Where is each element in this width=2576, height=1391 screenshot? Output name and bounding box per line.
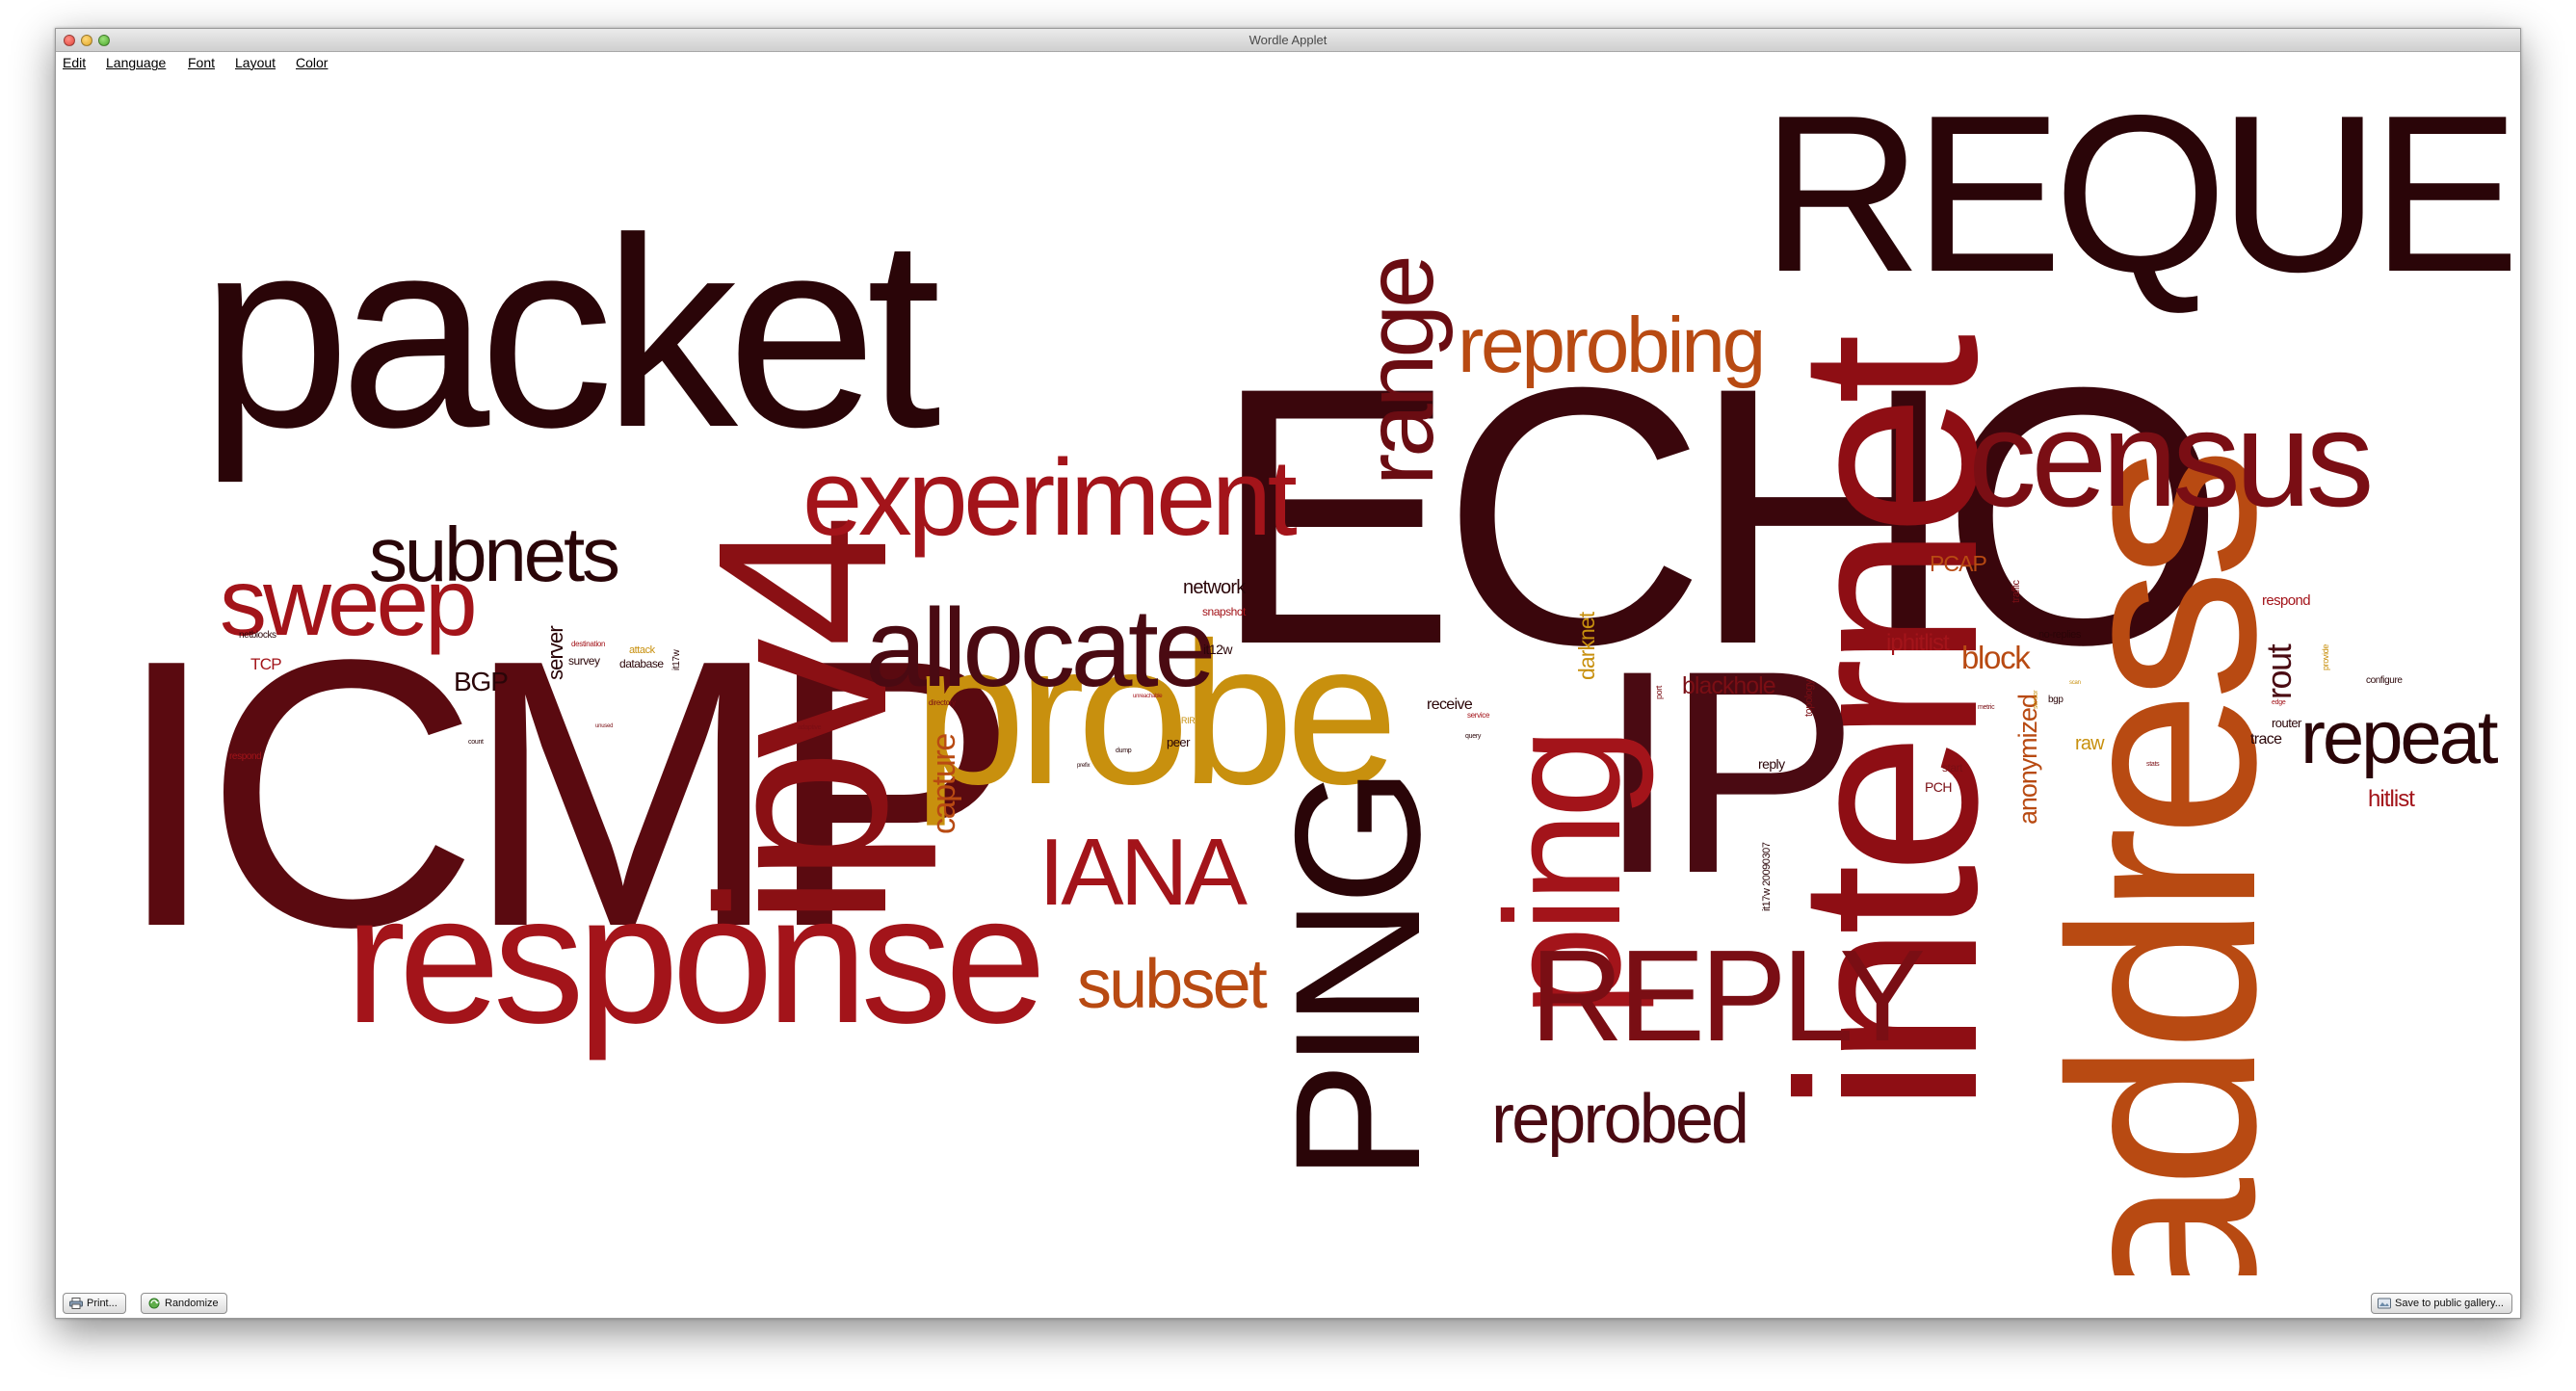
- menu-bar: Edit Language Font Layout Color: [56, 52, 2520, 73]
- word-attack: attack: [629, 644, 655, 656]
- word-allocate: allocate: [865, 587, 1216, 710]
- word-network: network: [1183, 577, 1246, 598]
- word-router: router: [2272, 716, 2301, 730]
- menu-layout[interactable]: Layout: [235, 55, 276, 70]
- word-it12w: it12w: [1203, 642, 1232, 657]
- randomize-button[interactable]: Randomize: [141, 1293, 227, 1314]
- word-raw: raw: [2075, 733, 2105, 754]
- save-gallery-button-label: Save to public gallery...: [2395, 1298, 2504, 1309]
- word-destination: destination: [571, 640, 606, 648]
- word-service: service: [1467, 711, 1490, 720]
- gallery-icon: [2378, 1298, 2391, 1309]
- menu-font[interactable]: Font: [188, 55, 216, 70]
- print-button[interactable]: Print...: [63, 1293, 126, 1314]
- word-tcp: TCP: [250, 655, 282, 673]
- word-it17w-date: it17w 20090307: [1761, 842, 1773, 911]
- word-trace: trace: [2250, 731, 2282, 748]
- word-survey: survey: [568, 654, 600, 668]
- word-provide: provide: [2321, 644, 2330, 670]
- word-pcap: PCAP: [1930, 551, 1987, 576]
- randomize-button-label: Randomize: [165, 1298, 219, 1309]
- word-reply: REPLY: [1530, 923, 1926, 1068]
- title-bar: Wordle Applet: [56, 29, 2520, 52]
- close-window-button[interactable]: [64, 35, 75, 46]
- recycle-icon: [148, 1298, 160, 1309]
- word-rir: RIR: [1181, 716, 1196, 725]
- word-adaptive: adaptive: [798, 724, 822, 731]
- word-edge: edge: [2272, 699, 2286, 706]
- word-peer: peer: [1167, 735, 1190, 749]
- word-dump: dump: [1116, 748, 1132, 754]
- save-gallery-button[interactable]: Save to public gallery...: [2371, 1293, 2512, 1314]
- wordle-applet-window: Wordle Applet Edit Language Font Layout …: [55, 28, 2521, 1319]
- word-query: query: [1465, 733, 1482, 740]
- word-reply-small: reply: [1758, 756, 1785, 772]
- word-port: port: [1654, 685, 1664, 699]
- word-unused: unused: [595, 723, 614, 729]
- printer-icon: [69, 1298, 83, 1309]
- word-topology: topology: [1803, 679, 1815, 717]
- word-receive: receive: [1427, 696, 1473, 713]
- word-cloud-canvas[interactable]: REQUEST packet ECHO ICMP ipv4 probe resp…: [56, 73, 2520, 1276]
- window-title: Wordle Applet: [1249, 33, 1327, 47]
- word-anonymized: anonymized: [2013, 695, 2042, 825]
- word-rout: rout: [2259, 644, 2299, 699]
- word-block: block: [1961, 640, 2031, 675]
- word-database: database: [619, 657, 664, 670]
- word-range: range: [1346, 258, 1454, 486]
- word-probe: probe: [913, 600, 1399, 827]
- word-response: response: [345, 857, 1046, 1062]
- word-ping-upper: PING: [1259, 774, 1458, 1181]
- word-bgp: BGP: [454, 667, 509, 696]
- zoom-window-button[interactable]: [98, 35, 110, 46]
- word-capture: capture: [926, 734, 962, 834]
- word-respond-small: respond: [229, 751, 262, 762]
- word-unreachable: unreachable: [1133, 694, 1163, 699]
- word-icmp: ICMP: [114, 580, 1019, 1006]
- word-repeat: repeat: [2300, 695, 2499, 779]
- word-pch: PCH: [1925, 779, 1952, 795]
- word-subset: subset: [1077, 946, 1268, 1023]
- word-no-replies: no-replies: [2038, 629, 2081, 641]
- word-subnets: subnets: [369, 512, 620, 597]
- word-experiment: experiment: [802, 437, 1298, 558]
- word-reprobed: reprobed: [1491, 1081, 1749, 1158]
- word-packet: packet: [200, 183, 941, 484]
- word-netblocks: netblocks: [239, 630, 276, 641]
- bottom-toolbar: Print... Randomize Save to public galler…: [56, 1283, 2520, 1318]
- word-bgp-small: bgp: [2048, 695, 2063, 705]
- word-scan: scan: [2069, 680, 2081, 686]
- word-respond: respond: [2262, 592, 2311, 609]
- word-address: address: [2015, 457, 2311, 1275]
- word-directory: directory: [929, 698, 956, 707]
- word-metric: metric: [1978, 704, 1995, 711]
- word-stats: stats: [2146, 761, 2160, 768]
- menu-edit[interactable]: Edit: [63, 55, 87, 70]
- word-start: start: [1942, 761, 1962, 774]
- word-count: count: [468, 739, 484, 746]
- word-server: server: [543, 626, 567, 680]
- word-sweep: sweep: [220, 549, 478, 655]
- word-iana: IANA: [1038, 819, 1248, 925]
- print-button-label: Print...: [87, 1298, 118, 1309]
- word-it17w: it17w: [671, 649, 682, 670]
- word-sensor: sensor: [2033, 690, 2039, 709]
- word-request: REQUEST: [1761, 73, 2520, 319]
- menu-language[interactable]: Language: [106, 55, 167, 70]
- word-iphitlist: iphitlist: [1886, 630, 1950, 656]
- word-census: census: [1968, 382, 2375, 536]
- menu-color[interactable]: Color: [296, 55, 329, 70]
- word-traffic: traffic: [2011, 580, 2022, 603]
- word-blackhole: blackhole: [1682, 672, 1776, 699]
- word-prefix: prefix: [1077, 763, 1091, 769]
- minimize-window-button[interactable]: [81, 35, 92, 46]
- word-snapshot: snapshot: [1202, 605, 1246, 618]
- word-hitlist: hitlist: [2368, 786, 2415, 812]
- word-reprobing: reprobing: [1458, 302, 1766, 389]
- word-darknet: darknet: [1574, 612, 1599, 680]
- word-ip: IP: [1597, 610, 1858, 933]
- word-configure: configure: [2366, 675, 2403, 686]
- word-echo: ECHO: [1212, 311, 2225, 721]
